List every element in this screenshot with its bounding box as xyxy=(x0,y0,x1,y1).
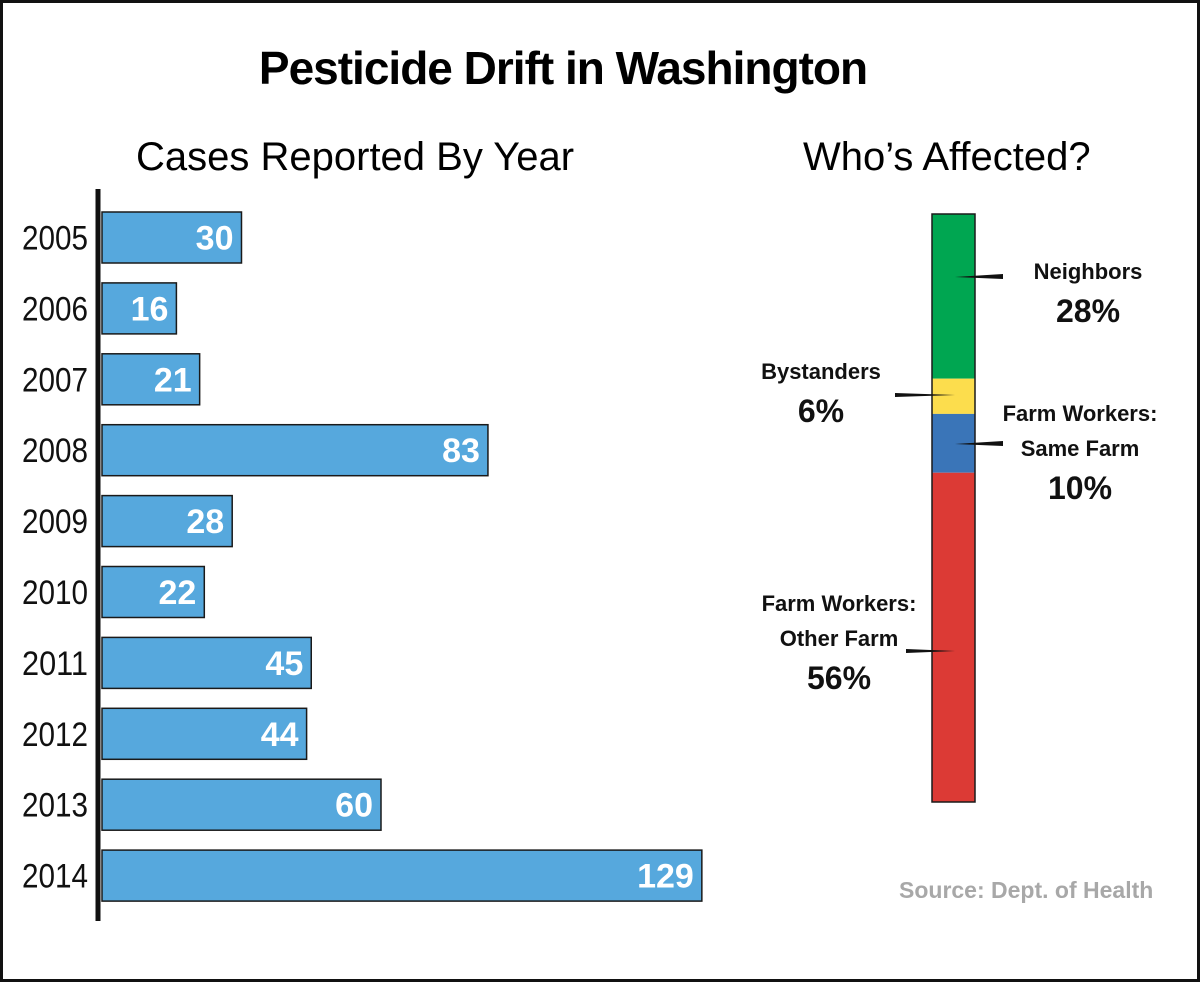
bar-value-label: 129 xyxy=(637,858,694,896)
segment-name-label: Neighbors xyxy=(1034,259,1143,284)
bar-value-label: 60 xyxy=(335,787,373,825)
bar-chart: 30 2005 16 2006 21 2007 83 2008 28 2009 22 2010 45 20… xyxy=(22,189,703,921)
leader-line xyxy=(906,649,955,653)
y-tick-label: 2011 xyxy=(22,645,88,683)
bar-2013 xyxy=(101,778,382,831)
segment-4 xyxy=(932,472,975,802)
y-tick-label: 2014 xyxy=(22,858,88,896)
leader-line xyxy=(955,441,1003,446)
bar-value-label: 28 xyxy=(186,503,224,541)
y-tick-label: 2013 xyxy=(22,787,88,825)
segment-percent-label: 10% xyxy=(1048,470,1112,506)
y-tick-label: 2007 xyxy=(22,361,88,399)
segment-name-label: Same Farm xyxy=(1021,436,1140,461)
bar-value-label: 30 xyxy=(196,220,234,258)
bar-2014 xyxy=(101,849,703,902)
y-tick-label: 2005 xyxy=(22,220,88,258)
bar-2005 xyxy=(101,211,243,264)
bar-value-label: 16 xyxy=(131,290,169,328)
segment-name-label: Farm Workers: xyxy=(762,591,917,616)
segment-percent-label: 28% xyxy=(1056,293,1120,329)
bar-2011 xyxy=(101,636,312,690)
stacked-bar-outline xyxy=(931,213,976,803)
leader-line xyxy=(895,393,955,397)
leader-line xyxy=(955,274,1003,279)
bar-2007 xyxy=(101,353,201,406)
source-note: Source: Dept. of Health xyxy=(899,877,1154,903)
bar-value-label: 45 xyxy=(265,645,303,683)
segment-percent-label: 6% xyxy=(798,393,844,429)
bar-value-label: 22 xyxy=(158,574,196,612)
stacked-chart-title: Who’s Affected? xyxy=(803,135,1091,179)
chart-title: Pesticide Drift in Washington xyxy=(258,42,868,94)
segment-name-label: Other Farm xyxy=(780,626,899,651)
bar-2009 xyxy=(101,494,233,548)
segment-2 xyxy=(932,378,975,414)
segment-name-label: Farm Workers: xyxy=(1003,401,1158,426)
segment-name-label: Bystanders xyxy=(761,359,881,384)
segment-1 xyxy=(932,214,975,379)
y-tick-label: 2006 xyxy=(22,290,88,328)
bar-2012 xyxy=(101,707,308,761)
bar-value-label: 44 xyxy=(261,716,299,754)
y-tick-label: 2009 xyxy=(22,503,88,541)
bar-2008 xyxy=(101,423,489,477)
bar-value-label: 83 xyxy=(442,432,480,470)
y-tick-label: 2008 xyxy=(22,432,88,470)
bar-2006 xyxy=(101,282,178,335)
bar-value-label: 21 xyxy=(154,361,192,399)
bar-2010 xyxy=(101,565,206,619)
y-tick-label: 2010 xyxy=(22,574,88,612)
y-tick-label: 2012 xyxy=(22,716,88,754)
bar-chart-title: Cases Reported By Year xyxy=(136,135,575,179)
segment-percent-label: 56% xyxy=(807,660,871,696)
stacked-bar-chart: Neighbors 28% Bystanders 6% Farm Workers: Sam… xyxy=(761,213,1158,803)
